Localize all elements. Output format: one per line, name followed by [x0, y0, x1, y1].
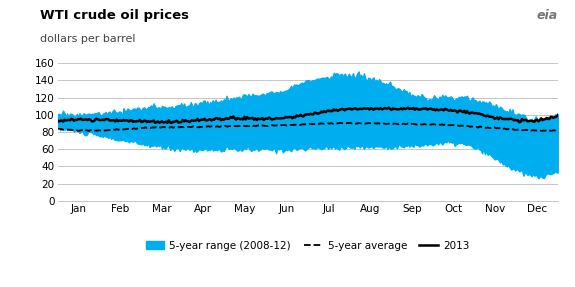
Text: eia: eia — [536, 9, 558, 22]
Text: WTI crude oil prices: WTI crude oil prices — [40, 9, 189, 22]
Legend: 5-year range (2008-12), 5-year average, 2013: 5-year range (2008-12), 5-year average, … — [141, 236, 474, 255]
Text: dollars per barrel: dollars per barrel — [40, 34, 136, 44]
